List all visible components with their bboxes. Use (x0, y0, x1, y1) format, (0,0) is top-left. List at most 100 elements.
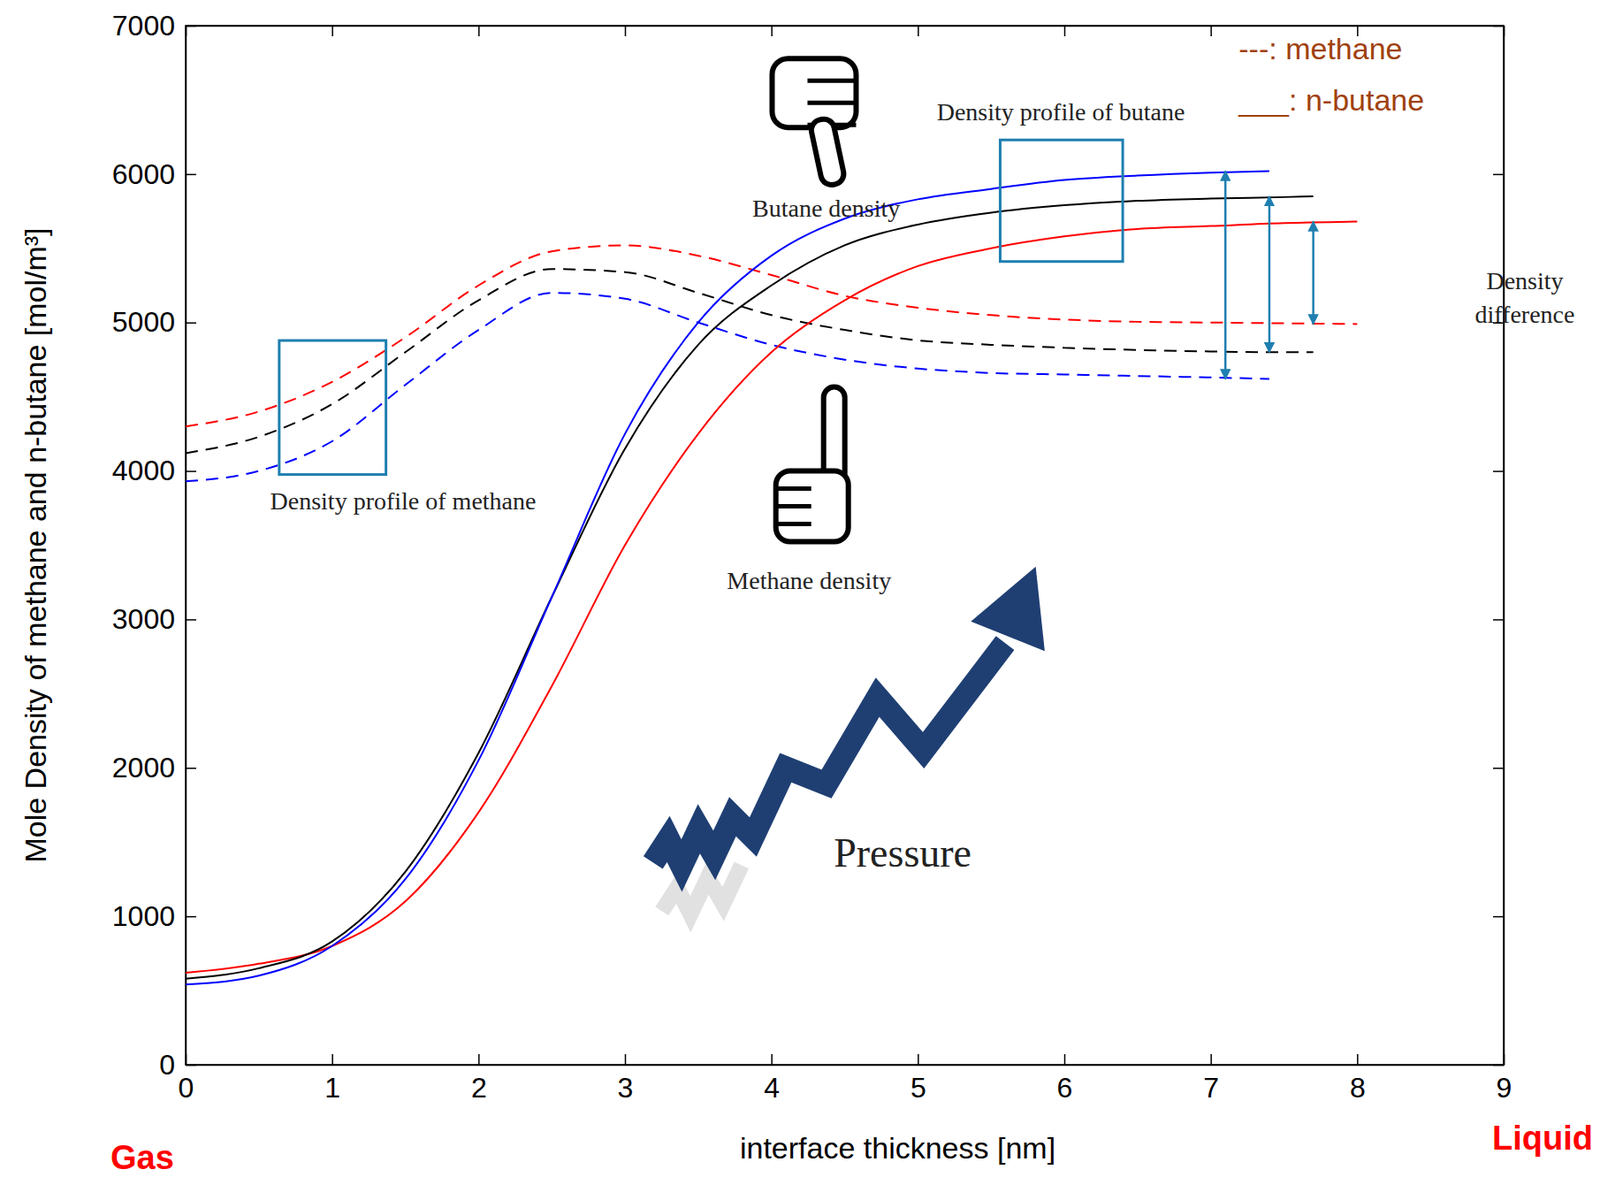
tick-label: 0 (178, 1071, 195, 1104)
tick-mark (1493, 915, 1504, 918)
annotation: Densitydifference (1475, 266, 1576, 328)
density-difference-arrow (1311, 221, 1315, 325)
tick-label: 7000 (112, 9, 176, 42)
tick: 5000 (112, 305, 197, 338)
tick (1493, 618, 1504, 620)
side-label: Gas (110, 1138, 175, 1176)
tick (917, 25, 919, 37)
series-line (185, 196, 1314, 979)
tick-mark (1210, 25, 1212, 37)
tick-mark (1493, 1064, 1504, 1067)
tick-mark (331, 25, 334, 37)
tick-label: 1 (324, 1071, 341, 1104)
axis-line (185, 26, 188, 1066)
pressure-arrow-head (970, 566, 1045, 652)
annotation: Density profile of methane (270, 487, 537, 515)
tick-mark (770, 25, 773, 37)
axis-line (186, 1064, 1505, 1067)
y-axis-title: Mole Density of methane and n-butane [mo… (18, 227, 53, 862)
y-axis-right (1493, 26, 1505, 1066)
y-axis: 0 1000 2000 3000 4000 5000 6000 7000 (112, 9, 197, 1081)
plot-frame (185, 25, 1504, 1065)
tick-mark (917, 1053, 920, 1065)
tick-mark (1493, 470, 1504, 473)
tick-mark (185, 618, 197, 621)
tick (1493, 1064, 1504, 1066)
icon-part (776, 503, 812, 509)
tick-label: 1000 (112, 899, 176, 932)
tick-label: 7 (1203, 1071, 1220, 1104)
icon-part (771, 58, 856, 128)
legend-entry: ---: methane (1238, 31, 1402, 66)
tick-mark (1064, 25, 1067, 37)
tick-label: 0 (159, 1048, 176, 1081)
tick-mark (185, 767, 197, 770)
icon-part (809, 116, 846, 187)
x-axis: 0123456789 (178, 1053, 1513, 1104)
series-line (185, 268, 1314, 453)
tick-mark (331, 1053, 334, 1065)
tick (1064, 25, 1066, 37)
annotation: Pressure (833, 830, 972, 876)
tick (332, 25, 334, 37)
tick-mark (185, 321, 197, 324)
tick-mark (624, 1053, 627, 1065)
decorations (279, 139, 1123, 474)
annotation: Density profile of butane (937, 98, 1186, 126)
tick-label: 9 (1496, 1071, 1513, 1104)
tick-mark (478, 25, 480, 37)
tick-mark (1493, 767, 1504, 770)
tick: 3 (617, 1053, 634, 1104)
axis-line (186, 25, 1505, 28)
tick-mark (185, 174, 197, 176)
tick-mark (917, 25, 920, 37)
tick: 1000 (112, 899, 197, 932)
tick-mark (1493, 618, 1504, 621)
tick-label: 3 (617, 1071, 634, 1104)
tick: 6 (1057, 1053, 1074, 1104)
tick-label: 6 (1057, 1071, 1074, 1104)
icon-part (776, 471, 849, 542)
annotation: Butane density (752, 194, 900, 222)
tick-label: 2000 (112, 751, 176, 784)
tick (1493, 174, 1504, 176)
tick-label: 8 (1349, 1071, 1366, 1104)
tick-mark (185, 1064, 197, 1067)
tick: 8 (1349, 1053, 1366, 1104)
series-line (185, 244, 1357, 427)
series-line (185, 292, 1270, 481)
tick: 1 (324, 1053, 341, 1104)
tick (1493, 25, 1504, 27)
series-line (185, 221, 1357, 973)
tick: 3000 (112, 602, 197, 635)
tick-mark (478, 1053, 480, 1065)
x-axis-title: interface thickness [nm] (739, 1130, 1056, 1165)
tick-mark (185, 915, 197, 918)
tick-mark (185, 25, 197, 28)
pointing-up-icon (776, 387, 849, 542)
tick-mark (1064, 1053, 1067, 1065)
tick (1493, 915, 1504, 917)
lines (185, 171, 1357, 985)
legend-entry: ___: n-butane (1237, 83, 1425, 117)
tick (1493, 767, 1504, 769)
icon-part (776, 521, 812, 526)
tick-mark (770, 1053, 773, 1065)
icon-part (776, 486, 812, 491)
tick (1211, 25, 1212, 37)
series-line (185, 171, 1270, 985)
annotation: Methane density (726, 566, 892, 595)
tick: 2000 (112, 751, 197, 784)
icon-part (807, 100, 856, 106)
density-difference-arrows (1225, 171, 1313, 380)
tick-label: 5000 (112, 305, 176, 338)
tick: 4 (763, 1053, 780, 1104)
tick-mark (1493, 174, 1504, 176)
density-difference-arrow (1268, 196, 1272, 352)
tick: 2 (471, 1053, 488, 1104)
tick-label: 6000 (112, 158, 176, 191)
tick: 7 (1203, 1053, 1220, 1104)
tick (1493, 471, 1504, 473)
tick-label: 4000 (112, 454, 176, 487)
methane-box (279, 340, 387, 475)
